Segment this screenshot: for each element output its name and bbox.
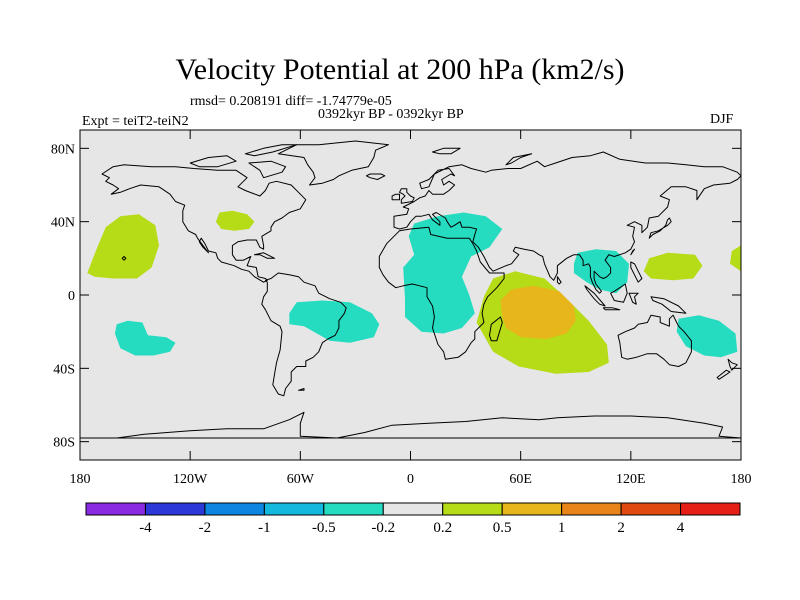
coastline-africa [378,226,505,360]
coastline-greenland [277,140,389,186]
labelbar-label: 0.5 [493,520,512,536]
labelbar-label: -0.5 [312,520,336,536]
contour-region-north-america-positive [215,210,255,231]
coastline-sumatra [584,285,606,307]
coastline-philippines [630,261,643,283]
coastline-great-britain [399,188,415,204]
contour-region-south-pacific-negative [114,320,176,356]
labelbar-label: 0.2 [433,520,452,536]
x-tick-label: 120E [616,472,646,487]
labelbar-box [144,502,206,516]
contour-region-central-pacific-positive [87,214,159,279]
coastline-ellesmere [244,144,298,157]
x-tick-label: 0 [407,472,414,487]
coastline-novaya-zemlya [505,153,533,166]
labelbar-box [323,502,384,516]
contour-fills [87,210,741,374]
coastline-borneo [610,283,628,303]
labelbar-box [85,502,146,516]
coastline-eurasia [393,151,741,294]
contour-region-dateline-positive-edge [730,245,741,272]
labelbar-box [561,502,622,516]
y-tick-label: 0 [68,289,75,304]
coastline-ireland [391,193,400,201]
labelbar-box [382,502,444,516]
experiment-label: Expt = teiT2-teiN2 [82,114,189,129]
x-tick-label: 60E [509,472,532,487]
x-tick-label: 180 [731,472,752,487]
coastline-arctic-islands [189,155,237,168]
labelbar-label: 2 [617,520,625,536]
labelbar-label: -2 [199,520,212,536]
coastline-baffin [248,160,287,179]
labelbar-label: -4 [139,520,152,536]
coastline-antarctica [80,411,741,439]
coastline-north-america [101,164,307,283]
x-tick-label: 180 [70,472,91,487]
coastline-falklands [298,388,305,391]
axis-ticks: 180 120W 60W 0 60E 120E 180 80N 40N 0 40S 80S [51,130,752,487]
labelbar-box [680,502,741,516]
coastline-south-america [261,272,347,397]
coastline-svalbard [432,147,461,155]
stats-line: rmsd= 0.208191 diff= -1.74779e-05 [190,94,392,109]
contour-region-southeast-asia-negative [573,249,629,294]
y-tick-label: 40N [51,216,75,231]
plot-title: Velocity Potential at 200 hPa (km2/s) [175,53,625,86]
labelbar-label: 1 [558,520,566,536]
labelbar-box [501,502,563,516]
y-tick-label: 80N [51,142,75,157]
labelbar-box [263,502,325,516]
color-labelbar: -4 -2 -1 -0.5 -0.2 0.2 0.5 1 2 4 [85,502,741,536]
coastline-sulawesi [628,292,639,305]
x-tick-label: 60W [287,472,315,487]
coastline-hawaii [121,256,127,261]
coastline-iceland [365,173,386,180]
contour-region-indian-ocean-core [500,285,576,339]
coastline-new-guinea [650,296,687,314]
coastline-new-zealand-south [716,369,731,380]
coastline-sri-lanka [556,276,562,285]
coastline-taiwan [630,248,635,256]
season-label: DJF [710,112,734,127]
coastline-java [602,307,621,311]
period-line: 0392kyr BP - 0392kyr BP [318,107,464,122]
coastline-madagascar [489,316,503,342]
coastline-cuba [253,252,276,259]
labelbar-label: -0.2 [371,520,395,536]
y-tick-label: 80S [53,436,75,451]
labelbar-box [204,502,265,516]
contour-region-south-america-negative [289,300,380,343]
contour-region-africa-mediterranean-negative [403,212,503,334]
labelbar-label: 4 [677,520,685,536]
coastline-australia [617,314,692,367]
y-tick-label: 40S [53,362,75,377]
contour-region-west-pacific-positive [643,252,703,281]
x-tick-label: 120W [173,472,208,487]
labelbar-label: -1 [258,520,271,536]
labelbar-box [442,502,503,516]
labelbar-box [620,502,682,516]
coastlines [80,140,741,439]
coastline-japan [648,217,672,239]
